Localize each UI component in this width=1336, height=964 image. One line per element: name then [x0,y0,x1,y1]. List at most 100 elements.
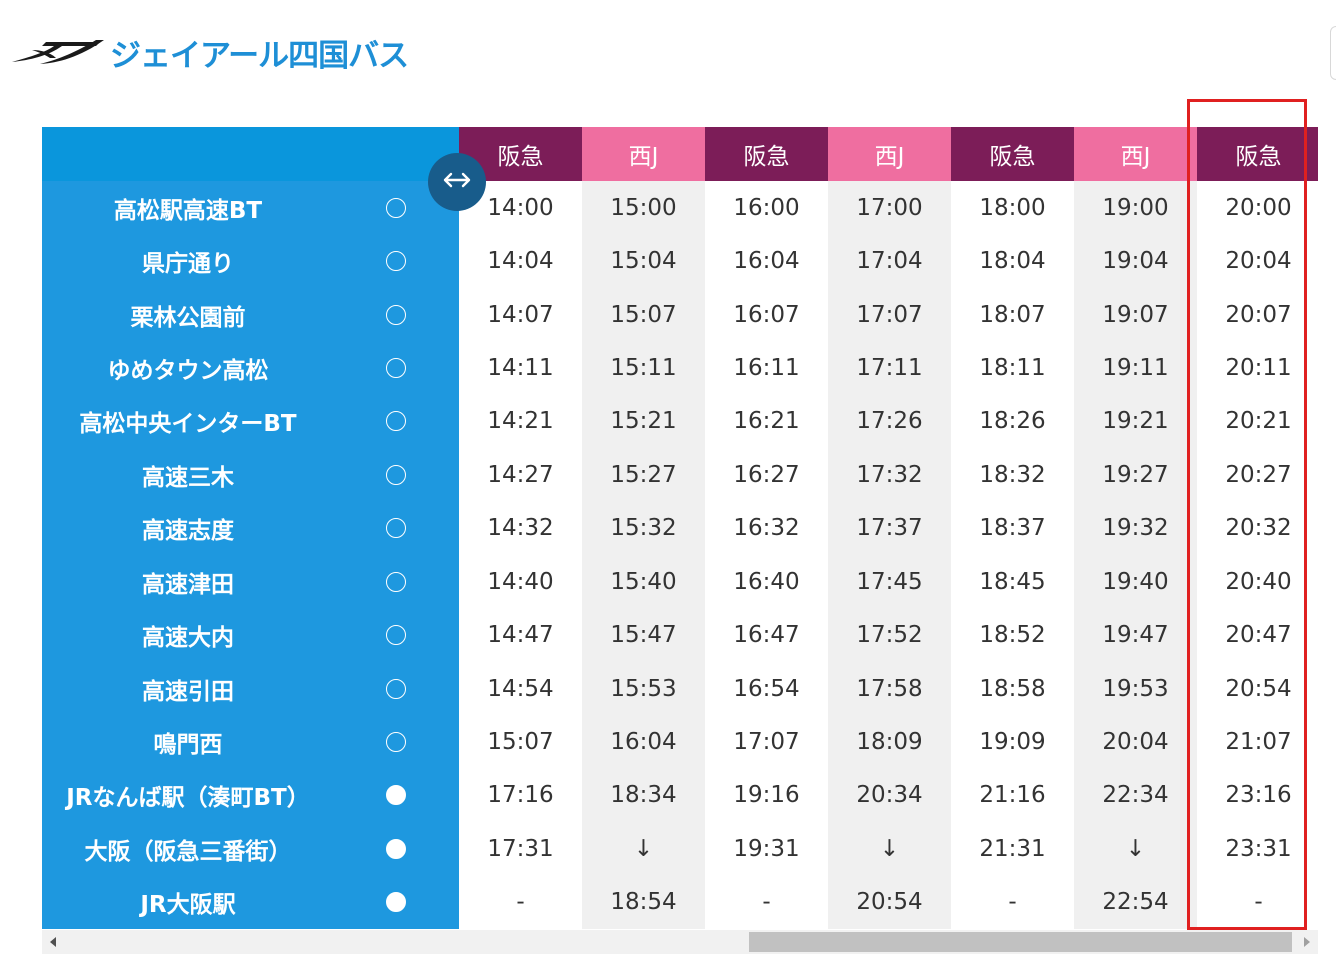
time-cell: 17:58 [856,675,923,702]
brand-logo[interactable]: ジェイアール四国バス [10,30,409,74]
time-cell: 16:27 [733,461,800,488]
stop-name: 大阪（阪急三番街） [84,838,292,865]
open-circle-icon [386,304,406,325]
time-cell: 17:16 [487,782,554,809]
stop-name: 県庁通り [142,251,234,278]
time-cell: 15:32 [610,515,677,542]
time-cell: 16:04 [610,728,677,755]
trip-column: 西J 17:00 17:04 17:07 17:11 17:26 17:32 17:37 17:… [828,127,951,929]
time-cell: 16:00 [733,194,800,221]
time-cell: 19:21 [1102,408,1169,435]
time-cell: 18:52 [979,622,1046,649]
filled-circle-icon [386,785,406,806]
time-cell: 15:07 [487,728,554,755]
time-cell: 14:04 [487,248,554,275]
scroll-toggle-button[interactable] [428,153,486,211]
time-cell: 14:00 [487,194,554,221]
stop-row: 県庁通り [42,234,459,287]
time-cell: 19:04 [1102,248,1169,275]
time-cell: 16:40 [733,568,800,595]
stop-row: 高松駅高速BT [42,181,459,234]
time-cell: 15:07 [610,301,677,328]
stop-name: 高松駅高速BT [113,197,263,224]
filled-circle-icon [386,838,406,859]
stop-name: 栗林公園前 [130,304,246,331]
time-cell: 15:47 [610,622,677,649]
time-cell: 14:40 [487,568,554,595]
time-cell: 18:11 [979,354,1046,381]
open-circle-icon [386,678,406,699]
time-cell: - [516,889,525,916]
time-cell: 19:11 [1102,354,1169,381]
time-cell: 19:32 [1102,515,1169,542]
time-cell: 16:07 [733,301,800,328]
time-cell: 15:40 [610,568,677,595]
stop-column-header [42,127,459,181]
stop-row: 鳴門西 [42,715,459,768]
stop-row: ゆめタウン高松 [42,341,459,394]
time-cell: 17:32 [856,461,923,488]
open-circle-icon [386,571,406,592]
time-cell: 20:54 [856,889,923,916]
time-cell: - [1254,889,1263,916]
trip-column: 阪急 14:00 14:04 14:07 14:11 14:21 14:27 14:32 14:… [459,127,582,929]
time-cell: 19:47 [1102,622,1169,649]
time-cell: 19:27 [1102,461,1169,488]
stop-row: 高速津田 [42,555,459,608]
time-cell: 20:34 [856,782,923,809]
time-cell: 18:32 [979,461,1046,488]
trip-column: 阪急 16:00 16:04 16:07 16:11 16:21 16:27 16:32 16:… [705,127,828,929]
side-edge-tab[interactable] [1330,26,1336,80]
stop-row: 高速三木 [42,448,459,501]
time-cell: 15:21 [610,408,677,435]
stop-name: JR大阪駅 [140,892,236,919]
time-cell: 18:34 [610,782,677,809]
time-cell: 21:07 [1225,728,1292,755]
stop-name: 高速大内 [142,625,234,652]
time-cell: 20:11 [1225,354,1292,381]
brand-name: ジェイアール四国バス [110,37,409,74]
time-cell: 23:31 [1225,835,1292,862]
trip-columns[interactable]: 阪急 14:00 14:04 14:07 14:11 14:21 14:27 14:32 14:… [459,127,1318,929]
time-cell: 16:32 [733,515,800,542]
time-cell: 17:52 [856,622,923,649]
stop-name: JRなんば駅（湊町BT） [66,785,310,812]
stop-name: 高速津田 [142,571,234,598]
time-cell: 17:07 [856,301,923,328]
highlighted-trip-outline [1187,99,1307,930]
time-cell: 20:04 [1102,728,1169,755]
time-cell: 14:54 [487,675,554,702]
time-cell: 17:07 [733,728,800,755]
stop-row: 高速引田 [42,662,459,715]
time-cell: 16:11 [733,354,800,381]
stop-name: 高速三木 [142,464,234,491]
time-cell: 17:26 [856,408,923,435]
stop-name: ゆめタウン高松 [107,357,269,384]
time-cell: 17:45 [856,568,923,595]
open-circle-icon [386,357,406,378]
time-cell: 18:00 [979,194,1046,221]
triangle-left-icon[interactable] [45,934,61,950]
time-cell: 14:07 [487,301,554,328]
trip-column: 阪急 18:00 18:04 18:07 18:11 18:26 18:32 18:37 18:… [951,127,1074,929]
time-cell: 19:40 [1102,568,1169,595]
time-cell: 18:09 [856,728,923,755]
time-cell: 20:00 [1225,194,1292,221]
time-cell: 14:27 [487,461,554,488]
time-cell: 20:40 [1225,568,1292,595]
stop-row: JRなんば駅（湊町BT） [42,769,459,822]
triangle-right-icon[interactable] [1299,934,1315,950]
time-cell: 18:54 [610,889,677,916]
stop-row: JR大阪駅 [42,875,459,928]
stop-row: 栗林公園前 [42,288,459,341]
jr-swoosh-logo-icon [10,30,106,74]
time-cell: 16:54 [733,675,800,702]
scrollbar-thumb[interactable] [749,932,1292,952]
horizontal-scrollbar[interactable] [42,930,1318,954]
time-cell: - [1008,889,1017,916]
stop-name: 鳴門西 [153,731,223,758]
stop-row: 高速志度 [42,502,459,555]
trip-column: 西J 19:00 19:04 19:07 19:11 19:21 19:27 19:32 19:… [1074,127,1197,929]
trip-operator-header: 阪急 [1197,127,1318,181]
time-cell: ↓ [1125,835,1146,862]
